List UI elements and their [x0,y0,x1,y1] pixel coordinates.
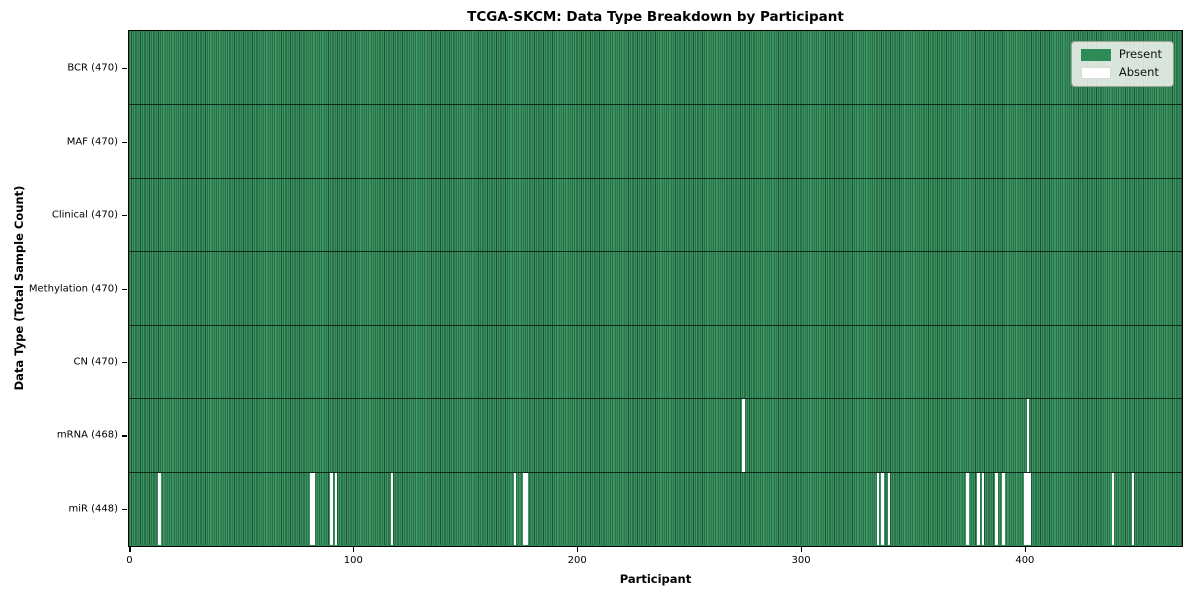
x-tick-label: 200 [567,555,587,566]
heatmap-row-methylation [129,251,1182,325]
absent-marker [310,472,313,546]
x-axis-label: Participant [619,572,692,586]
absent-marker [887,472,891,546]
x-tick-label: 400 [1015,555,1035,566]
absent-marker [330,472,333,546]
x-tick-label: 100 [343,555,363,566]
plot-area: Present Absent [128,30,1183,547]
x-tick-mark [577,547,579,552]
y-tick-mark [122,361,127,364]
absent-marker [513,472,517,546]
absent-marker [966,472,969,546]
heatmap-row-cn [129,324,1182,399]
absent-marker [1026,472,1030,546]
absent-marker [981,472,985,546]
absent-marker [1001,472,1005,546]
y-tick-label-bcr: BCR (470) [67,62,118,74]
absent-marker [742,399,745,472]
x-tick-mark [801,547,803,552]
x-tick-label: 0 [126,555,133,566]
y-tick-mark [122,68,127,70]
legend-absent-label: Absent [1118,65,1159,80]
y-tick-label-cn: CN (470) [73,356,118,368]
y-tick-mark [122,435,127,437]
legend-entry-present: Present [1080,47,1162,62]
y-tick-label-clinical: Clinical (470) [51,209,118,221]
heatmap-row-mir [129,471,1182,546]
absent-marker [334,472,338,546]
y-tick-mark [122,288,127,290]
legend-entry-absent: Absent [1080,65,1162,80]
absent-marker [312,472,315,546]
legend-present-swatch [1080,49,1111,61]
absent-marker [522,472,526,546]
absent-marker [1111,472,1115,546]
heatmap-row-maf [129,104,1182,178]
absent-marker [1024,472,1027,546]
absent-marker [881,472,884,546]
absent-marker [977,472,980,546]
absent-marker [1131,472,1135,546]
legend-present-label: Present [1118,47,1162,62]
absent-marker [390,472,394,546]
x-tick-mark [1024,547,1027,552]
y-tick-mark [122,215,127,217]
y-tick-label-mrna: mRNA (468) [56,429,118,441]
heatmap-row-clinical [129,177,1182,252]
absent-marker [995,472,998,546]
legend-absent-swatch [1080,67,1111,79]
x-tick-mark [353,547,355,552]
legend: Present Absent [1070,41,1174,87]
absent-marker [525,472,528,546]
chart-title: TCGA-SKCM: Data Type Breakdown by Partic… [467,9,844,25]
absent-marker [876,472,880,546]
heatmap-row-mrna [129,398,1182,472]
y-axis-label: Data Type (Total Sample Count) [12,185,26,391]
absent-marker [157,472,161,546]
y-tick-label-methylation: Methylation (470) [28,283,118,294]
x-tick-label: 300 [791,555,811,566]
y-tick-mark [122,508,127,511]
y-tick-label-mir: miR (448) [68,503,118,515]
x-tick-mark [129,547,131,552]
y-tick-mark [122,141,127,143]
heatmap-row-bcr [129,31,1182,105]
absent-marker [1028,472,1032,546]
y-tick-label-maf: MAF (470) [66,136,118,148]
absent-marker [1026,399,1030,472]
